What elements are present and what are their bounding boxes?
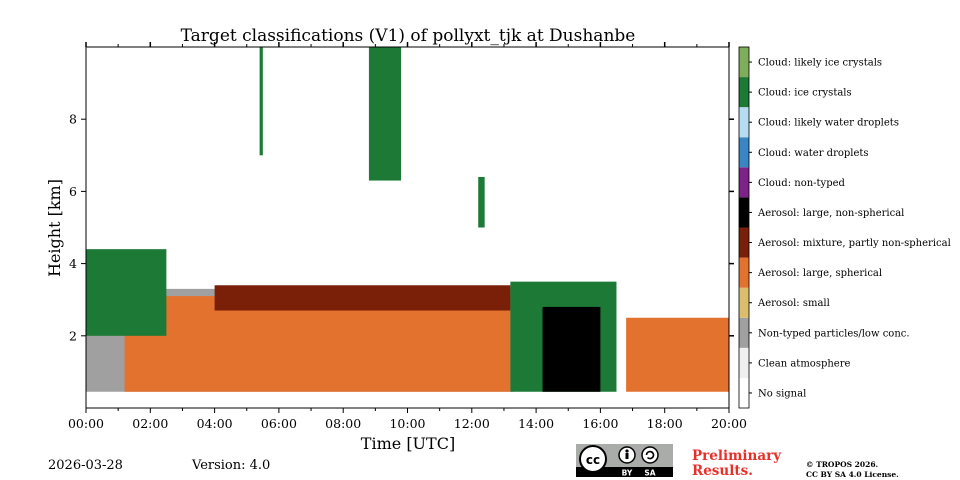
colorbar-label: Cloud: likely water droplets xyxy=(758,118,899,129)
classification-heatmap xyxy=(86,47,729,392)
classification-region xyxy=(478,176,485,228)
y-axis-label: Height [km] xyxy=(45,179,64,277)
colorbar-label: Cloud: likely ice crystals xyxy=(758,58,882,69)
y-tick-label: 2 xyxy=(69,328,77,343)
colorbar-label: Non-typed particles/low conc. xyxy=(758,328,910,339)
colorbar: No signal Clean atmosphere Non-typed parti… xyxy=(738,46,951,409)
classification-region xyxy=(259,47,263,156)
cc-by-label: BY xyxy=(622,469,633,478)
colorbar-swatch xyxy=(739,347,749,378)
colorbar-swatch xyxy=(739,287,749,318)
classification-region xyxy=(626,317,729,392)
x-tick-label: 18:00 xyxy=(647,416,683,431)
classification-region xyxy=(124,296,511,392)
colorbar-swatch xyxy=(739,47,749,78)
cc-sa-label: SA xyxy=(644,469,655,478)
license-line: CC BY SA 4.0 License. xyxy=(806,470,899,479)
colorbar-swatch xyxy=(739,107,749,138)
chart-title: Target classifications (V1) of pollyxt_t… xyxy=(181,26,636,46)
y-tick-label: 4 xyxy=(69,256,77,271)
y-tick-label: 8 xyxy=(69,112,77,127)
x-tick-label: 02:00 xyxy=(132,416,168,431)
colorbar-swatch xyxy=(739,167,749,198)
cc-logo-text: cc xyxy=(586,453,600,467)
colorbar-label: Aerosol: small xyxy=(757,298,830,309)
colorbar-swatch xyxy=(739,377,749,408)
cc-circle-icon xyxy=(579,445,607,473)
x-tick-label: 14:00 xyxy=(518,416,554,431)
colorbar-swatch xyxy=(739,227,749,258)
classification-region xyxy=(542,306,601,392)
colorbar-label: Aerosol: large, non-spherical xyxy=(757,208,904,219)
x-tick-label: 16:00 xyxy=(582,416,618,431)
x-tick-label: 00:00 xyxy=(68,416,104,431)
preliminary-line: Preliminary xyxy=(692,448,782,464)
colorbar-label: Aerosol: mixture, partly non-spherical xyxy=(757,238,951,249)
colorbar-swatch xyxy=(739,77,749,108)
x-tick-label: 20:00 xyxy=(711,416,747,431)
x-tick-label: 08:00 xyxy=(325,416,361,431)
colorbar-frame xyxy=(738,46,750,409)
x-tick-label: 10:00 xyxy=(389,416,425,431)
x-axis-ticks: 00:00 02:00 04:00 06:00 08:00 10:00 12:00 14:00… xyxy=(68,42,747,431)
colorbar-swatch xyxy=(739,137,749,168)
colorbar-label: Cloud: non-typed xyxy=(758,178,846,189)
footer-version: Version: 4.0 xyxy=(192,458,271,473)
x-axis-label: Time [UTC] xyxy=(361,434,455,453)
x-tick-label: 12:00 xyxy=(454,416,490,431)
license-note: © TROPOS 2026. CC BY SA 4.0 License. xyxy=(806,460,899,480)
colorbar-swatch xyxy=(739,257,749,288)
classification-region xyxy=(214,285,511,311)
copyright-line: © TROPOS 2026. xyxy=(806,460,879,469)
colorbar-swatch xyxy=(739,197,749,228)
share-alike-icon xyxy=(641,446,659,464)
colorbar-swatch xyxy=(739,317,749,348)
classification-region xyxy=(368,47,402,181)
cc-license-logo: cc BY SA xyxy=(576,444,673,477)
y-tick-label: 6 xyxy=(69,184,77,199)
footer-date: 2026-03-28 xyxy=(48,458,123,473)
colorbar-label: Clean atmosphere xyxy=(758,358,851,369)
x-tick-label: 06:00 xyxy=(261,416,297,431)
colorbar-label: No signal xyxy=(758,388,806,399)
colorbar-label: Aerosol: large, spherical xyxy=(757,268,882,279)
colorbar-label: Cloud: ice crystals xyxy=(758,88,852,99)
x-tick-label: 04:00 xyxy=(197,416,233,431)
classification-region xyxy=(86,249,167,336)
colorbar-label: Cloud: water droplets xyxy=(758,148,869,159)
results-line: Results. xyxy=(692,463,753,479)
preliminary-note: Preliminary Results. xyxy=(692,449,781,479)
y-axis-ticks: 2 4 6 8 xyxy=(69,112,734,343)
